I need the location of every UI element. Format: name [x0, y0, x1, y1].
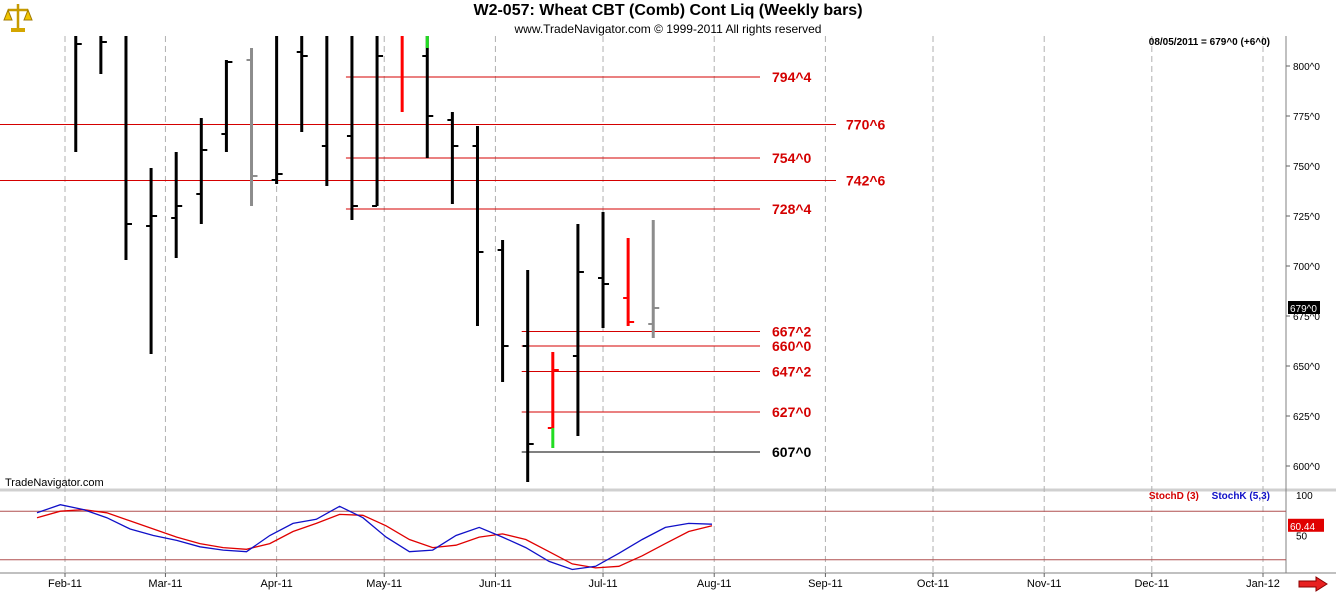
stoch-y-tick-label: 50 — [1296, 532, 1308, 543]
x-tick-label: Jan-12 — [1246, 578, 1280, 590]
stochD-line — [36, 508, 713, 569]
stoch-value-tag-bg — [1288, 518, 1324, 532]
y-tick-label: 625^0 — [1293, 412, 1320, 423]
level-label: 728^4 — [772, 201, 812, 217]
level-label: 660^0 — [772, 338, 812, 354]
price-pane-bg — [0, 36, 1336, 490]
level-label: 627^0 — [772, 404, 812, 420]
y-tick-label: 800^0 — [1293, 62, 1320, 73]
x-tick-label: Feb-11 — [48, 578, 82, 590]
x-tick-label: Apr-11 — [261, 578, 293, 590]
y-tick-label: 775^0 — [1293, 112, 1320, 123]
level-label: 647^2 — [772, 364, 812, 380]
x-tick-label: Jul-11 — [588, 578, 617, 590]
level-label: 754^0 — [772, 150, 812, 166]
copyright-subtitle: www.TradeNavigator.com © 1999-2011 All r… — [514, 22, 822, 36]
x-tick-label: Nov-11 — [1027, 578, 1062, 590]
level-label: 742^6 — [846, 173, 886, 189]
stochastic-legend: StochD (3) StochK (5,3) — [1149, 491, 1270, 502]
brand-watermark: TradeNavigator.com — [5, 477, 104, 489]
level-label: 667^2 — [772, 324, 812, 340]
y-tick-label: 725^0 — [1293, 212, 1320, 223]
x-tick-label: Dec-11 — [1134, 578, 1169, 590]
x-tick-label: May-11 — [366, 578, 402, 590]
stochD-legend-entry: StochD (3) — [1148, 491, 1199, 502]
y-tick-label: 675^0 — [1293, 312, 1320, 323]
stoch-value-tag: 60.44 — [1290, 522, 1315, 533]
last-price-tag-bg — [1288, 301, 1320, 314]
last-price-tag: 679^0 — [1290, 304, 1317, 315]
stoch-y-tick-label: 100 — [1296, 491, 1313, 502]
stochK-legend-entry: StochK (5,3) — [1211, 491, 1270, 502]
x-tick-label: Sep-11 — [808, 578, 843, 590]
x-tick-label: Oct-11 — [917, 578, 949, 590]
y-tick-label: 700^0 — [1293, 262, 1320, 273]
x-tick-label: Aug-11 — [697, 578, 732, 590]
x-tick-label: Jun-11 — [479, 578, 512, 590]
ohlc-bars — [74, 36, 660, 482]
scales-logo-icon[interactable] — [0, 0, 36, 36]
stochK-line — [36, 504, 713, 571]
y-tick-label: 600^0 — [1293, 462, 1320, 473]
y-tick-label: 650^0 — [1293, 362, 1320, 373]
level-label: 794^4 — [772, 69, 812, 85]
right-arrow-icon[interactable] — [1298, 576, 1328, 592]
last-bar-readout: 08/05/2011 = 679^0 (+6^0) — [1148, 37, 1270, 48]
level-label: 607^0 — [772, 444, 812, 460]
x-tick-label: Mar-11 — [148, 578, 182, 590]
y-tick-label: 750^0 — [1293, 162, 1320, 173]
level-label: 770^6 — [846, 117, 886, 133]
chart-title: W2-057: Wheat CBT (Comb) Cont Liq (Weekl… — [473, 2, 863, 19]
